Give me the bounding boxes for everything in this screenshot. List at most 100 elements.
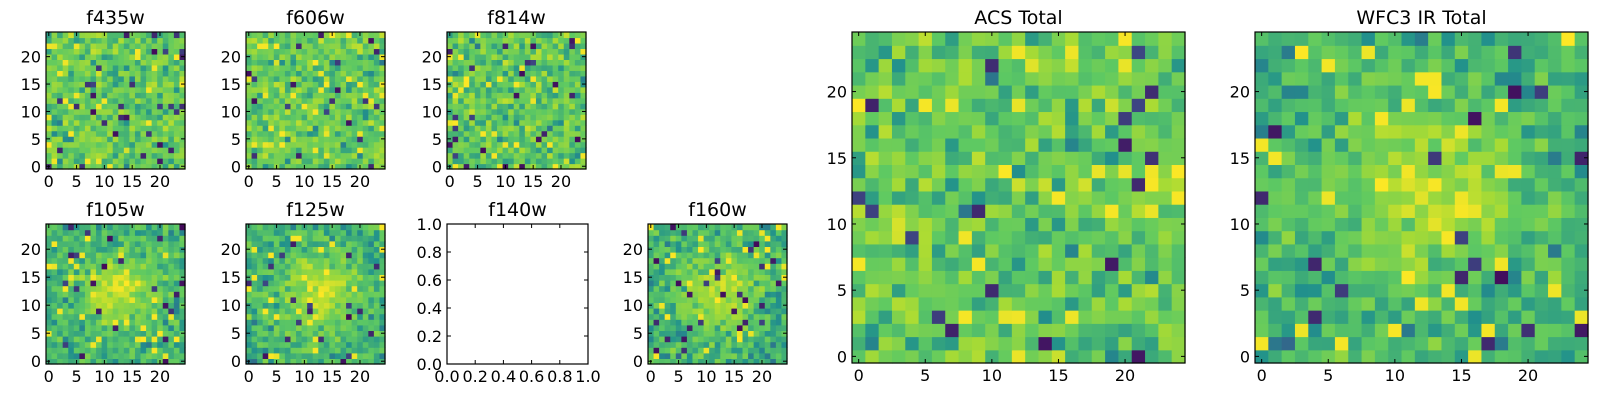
heatmap-cell [351,224,358,231]
heatmap-cell [1105,270,1119,285]
heatmap-cell [664,263,671,270]
heatmap-cell [447,158,454,165]
heatmap-cell [318,75,325,82]
heatmap-cell [273,324,280,331]
heatmap-cell [168,246,175,253]
heatmap-cell [168,280,175,287]
heatmap-cell [905,111,920,126]
heatmap-cell [1051,71,1066,86]
heatmap-cell [346,86,353,93]
heatmap-cell [84,330,92,337]
heatmap-cell [1534,230,1549,245]
heatmap-cell [140,302,147,309]
heatmap-cell [1294,349,1309,364]
heatmap-cell [878,84,893,99]
heatmap-cell [508,152,515,159]
heatmap-cell [971,45,986,60]
heatmap-cell [1158,204,1173,218]
heatmap-cell [373,352,381,359]
heatmap-cell [731,240,738,247]
heatmap-cell [709,274,716,281]
heatmap-cell [68,119,75,126]
heatmap-cell [251,64,258,71]
heatmap-cell [781,240,788,247]
heatmap-cell [312,341,319,348]
heatmap-cell [681,352,688,359]
heatmap-cell [1454,310,1469,324]
heatmap-cell [329,330,336,337]
heatmap-cell [134,257,142,264]
heatmap-cell [46,48,53,55]
heatmap-cell [1255,190,1269,205]
heatmap-cell [179,308,186,315]
heatmap-cell [725,302,732,309]
heatmap-cell [351,229,358,236]
heatmap-cell [146,285,153,292]
heatmap-cell [1025,32,1040,46]
heatmap-cell [329,285,336,292]
heatmap-cell [368,64,375,71]
heatmap-cell [1091,71,1106,86]
heatmap-cell [541,147,548,154]
heatmap-cell [714,336,721,343]
heatmap-cell [296,32,303,39]
heatmap-cell [1078,124,1093,139]
heatmap-cell [563,141,570,148]
heatmap-cell [73,280,80,287]
heatmap-cell [79,330,86,337]
heatmap-cell [519,53,526,60]
heatmap-cell [329,291,336,298]
heatmap-cell [463,81,470,88]
heatmap-cell [865,137,880,152]
heatmap-cell [362,246,369,253]
heatmap-cell [329,119,336,126]
heatmap-cell [447,48,454,55]
heatmap-cell [759,296,766,303]
heatmap-cell [1065,217,1080,232]
heatmap-cell [1145,270,1159,285]
heatmap-cell [1011,190,1026,205]
heatmap-cell [931,151,946,165]
heatmap-cell [173,257,181,264]
heatmap-cell [101,291,108,298]
x-tick-label: 10 [294,367,314,386]
heatmap-cell [452,163,459,170]
heatmap-cell [296,86,303,93]
heatmap-cell [469,32,476,39]
heatmap-cell [379,59,386,66]
heatmap-cell [257,291,264,298]
heatmap-cell [686,252,694,259]
heatmap-cell [168,92,175,99]
heatmap-cell [491,92,498,99]
heatmap-cell [653,229,660,236]
heatmap-cell [480,108,487,115]
heatmap-cell [46,158,53,165]
heatmap-cell [373,48,381,55]
heatmap-cell [312,268,319,275]
heatmap-cell [62,147,69,154]
heatmap-cell [323,37,330,44]
heatmap-cell [368,313,375,320]
heatmap-cell [692,263,699,270]
heatmap-cell [1521,310,1536,324]
heatmap-cell [351,81,358,88]
heatmap-cell [1268,336,1283,351]
heatmap-cell [1281,257,1296,271]
heatmap-cell [563,108,570,115]
heatmap-cell [307,81,314,88]
heatmap-cell [891,164,906,179]
heatmap-cell [508,97,515,104]
heatmap-cell [262,285,269,292]
heatmap-cell [1561,349,1576,364]
heatmap-cell [101,263,108,270]
heatmap-cell [1548,336,1562,351]
heatmap-cell [703,347,710,354]
heatmap-cell [96,352,103,359]
heatmap-cell [268,48,275,55]
heatmap-cell [670,252,677,259]
heatmap-cell [485,81,493,88]
heatmap-cell [558,59,565,66]
heatmap-cell [1038,217,1053,232]
heatmap-cell [90,263,97,270]
heatmap-cell [725,291,732,298]
